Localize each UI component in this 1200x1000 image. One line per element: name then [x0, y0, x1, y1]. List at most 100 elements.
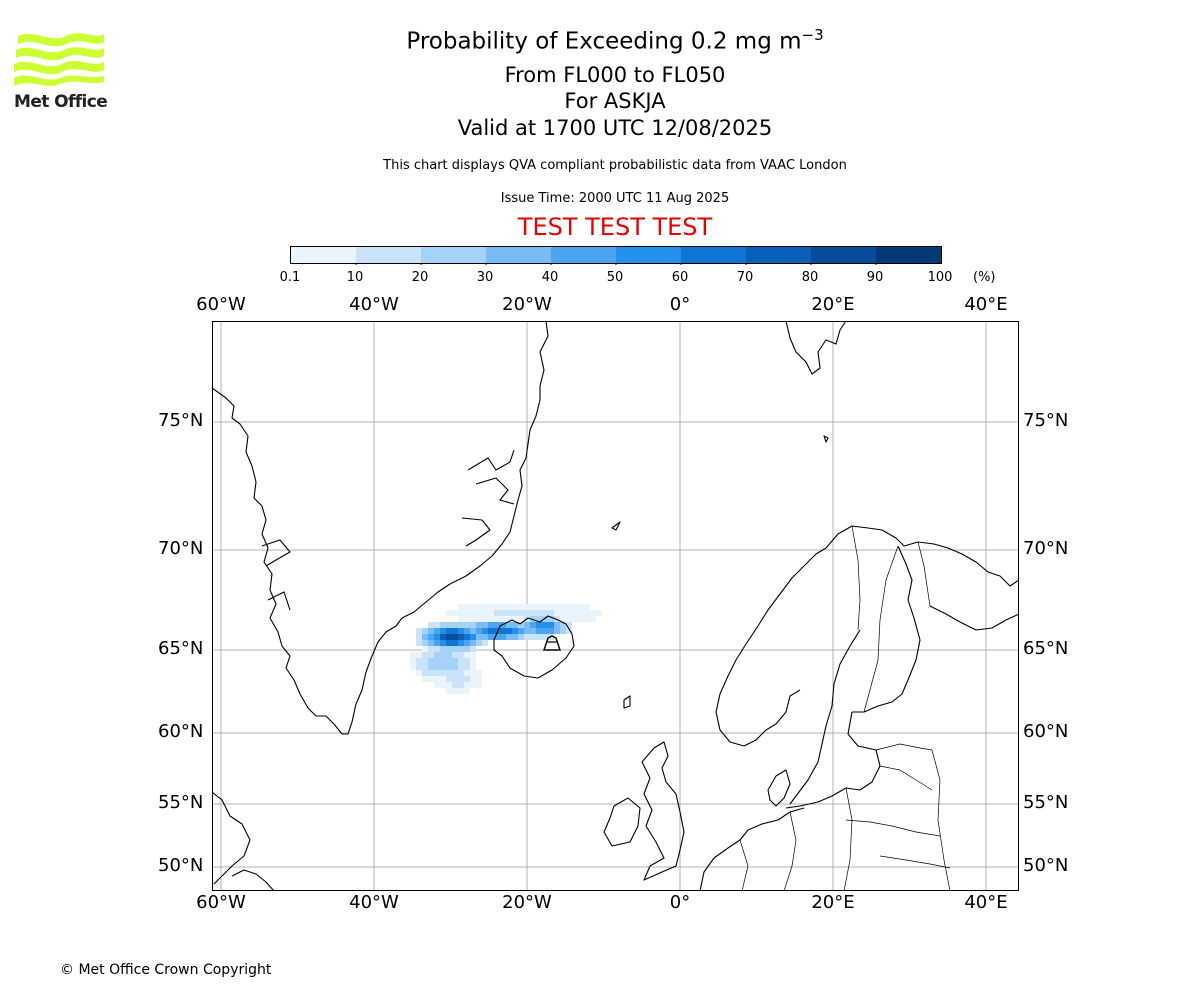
- plume-cell: [422, 640, 428, 646]
- plume-cell: [500, 604, 506, 610]
- colorbar-segment: [551, 247, 616, 263]
- plume-cell: [500, 616, 506, 622]
- plume-cell: [464, 676, 470, 682]
- plume-cell: [446, 622, 452, 628]
- plume-cell: [434, 670, 440, 676]
- denmark-coastline: [767, 769, 791, 807]
- plume-cell: [458, 646, 464, 652]
- colorbar-segment: [421, 247, 486, 263]
- plume-cell: [464, 634, 470, 640]
- plume-cell: [506, 622, 512, 628]
- colorbar-segment: [356, 247, 421, 263]
- met-office-logo-icon: [14, 33, 104, 86]
- plume-cell: [416, 634, 422, 640]
- plume-cell: [482, 640, 488, 646]
- plume-cell: [440, 664, 446, 670]
- lat-label-left: 70°N: [158, 538, 204, 559]
- plume-cell: [464, 604, 470, 610]
- plume-cell: [560, 610, 566, 616]
- plume-cell: [482, 616, 488, 622]
- greenland-fjord: [475, 477, 515, 505]
- plume-cell: [560, 622, 566, 628]
- plume-cell: [452, 688, 458, 694]
- plume-cell: [416, 640, 422, 646]
- plume-cell: [464, 688, 470, 694]
- plume-cell: [488, 604, 494, 610]
- plume-cell: [464, 664, 470, 670]
- plume-cell: [434, 676, 440, 682]
- plume-cell: [416, 670, 422, 676]
- plume-cell: [452, 676, 458, 682]
- plume-cell: [464, 640, 470, 646]
- greenland-fjord: [261, 539, 291, 567]
- plume-cell: [548, 616, 554, 622]
- colorbar-segment: [486, 247, 551, 263]
- lat-label-left: 60°N: [158, 721, 204, 742]
- plume-cell: [536, 634, 542, 640]
- plume-cell: [422, 646, 428, 652]
- map: [212, 321, 1019, 891]
- plume-cell: [500, 628, 506, 634]
- plume-cell: [548, 604, 554, 610]
- plume-cell: [476, 676, 482, 682]
- plume-cell: [440, 658, 446, 664]
- plume-cell: [518, 610, 524, 616]
- plume-cell: [566, 622, 572, 628]
- colorbar-tick-label: 70: [736, 270, 754, 285]
- plume-cell: [410, 664, 416, 670]
- plume-cell: [482, 622, 488, 628]
- chart-title-text: Probability of Exceeding 0.2 mg m: [406, 28, 802, 55]
- plume-cell: [488, 634, 494, 640]
- plume-cell: [572, 616, 578, 622]
- greenland-fjord: [461, 517, 491, 547]
- plume-cell: [458, 610, 464, 616]
- lon-label-bottom: 20°W: [502, 892, 552, 913]
- plume-cell: [470, 646, 476, 652]
- plume-cell: [494, 610, 500, 616]
- plume-cell: [440, 676, 446, 682]
- plume-cell: [536, 628, 542, 634]
- plume-cell: [476, 604, 482, 610]
- coastlines: [212, 321, 1019, 891]
- colorbar-tick-label: 80: [801, 270, 819, 285]
- colorbar-segment: [291, 247, 356, 263]
- plume-cell: [458, 604, 464, 610]
- lon-label-bottom: 60°W: [196, 892, 246, 913]
- plume-cell: [554, 610, 560, 616]
- plume-cell: [470, 670, 476, 676]
- plume-cell: [428, 628, 434, 634]
- colorbar-tick-label: 40: [541, 270, 559, 285]
- plume-cell: [548, 622, 554, 628]
- plume-cell: [440, 646, 446, 652]
- plume-cell: [416, 628, 422, 634]
- plume-cell: [458, 622, 464, 628]
- plume-cell: [536, 622, 542, 628]
- lon-label-bottom: 40°E: [964, 892, 1008, 913]
- plume-cell: [482, 634, 488, 640]
- plume-cell: [434, 652, 440, 658]
- plume-cell: [542, 616, 548, 622]
- plume-cell: [566, 604, 572, 610]
- plume-cell: [470, 652, 476, 658]
- plume-cell: [470, 664, 476, 670]
- plume-cell: [422, 664, 428, 670]
- lat-label-right: 70°N: [1023, 538, 1069, 559]
- plume-cell: [560, 616, 566, 622]
- plume-cell: [452, 658, 458, 664]
- bear-island-coastline: [823, 435, 829, 443]
- plume-cell: [530, 616, 536, 622]
- plume-cell: [428, 634, 434, 640]
- plume-cell: [470, 622, 476, 628]
- valid-time: Valid at 1700 UTC 12/08/2025: [457, 116, 773, 140]
- plume-cell: [446, 688, 452, 694]
- map-background: [212, 321, 1019, 891]
- plume-cell: [458, 640, 464, 646]
- lat-label-right: 50°N: [1023, 855, 1069, 876]
- plume-cell: [458, 688, 464, 694]
- lon-label-top: 20°E: [811, 294, 855, 315]
- britain-coastline: [641, 741, 685, 881]
- plume-cell: [458, 616, 464, 622]
- lat-label-left: 50°N: [158, 855, 204, 876]
- plume-cell: [488, 616, 494, 622]
- plume-cell: [428, 646, 434, 652]
